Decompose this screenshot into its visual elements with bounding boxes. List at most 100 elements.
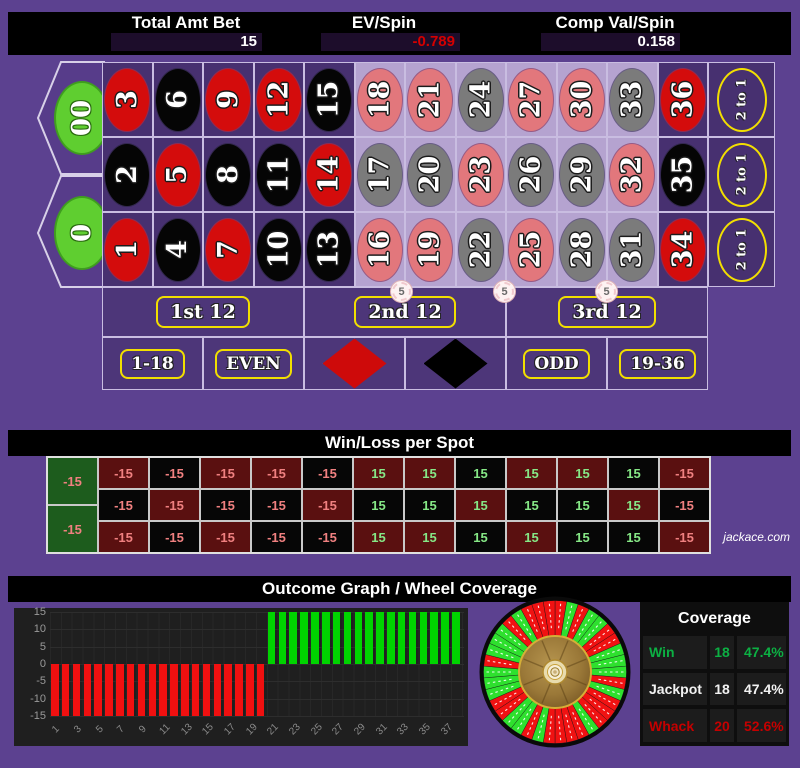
outside-label-box: EVEN: [215, 348, 292, 379]
jackace-link[interactable]: jackace.com: [723, 530, 790, 544]
chip-5[interactable]: 5: [390, 280, 413, 303]
winloss-cell-r1c4: -15: [252, 458, 301, 488]
bet-spot-4[interactable]: 4: [152, 212, 203, 287]
winloss-cell-r1c9: 15: [507, 458, 556, 488]
bet-spot-27[interactable]: 27: [506, 62, 557, 137]
number-label-21: 21: [414, 80, 446, 119]
winloss-cell-r3c3: -15: [201, 522, 250, 552]
bet-spot-6[interactable]: 6: [152, 62, 203, 137]
column-bet-2to1-row3[interactable]: 2 to 1: [708, 212, 775, 287]
bet-spot-13[interactable]: 13: [304, 212, 355, 287]
chip-value: 5: [501, 285, 508, 298]
y-axis-tick--15: -15: [30, 710, 46, 722]
coverage-count-win: 18: [710, 636, 734, 669]
grid-line-y-15: [50, 716, 464, 717]
outside-bet-red-diamond[interactable]: [304, 337, 405, 390]
outside-bet-19-36[interactable]: 19-36: [607, 337, 708, 390]
winloss-cell-r3c2: -15: [150, 522, 199, 552]
number-label-36: 36: [667, 80, 699, 119]
number-oval-26: 26: [508, 142, 555, 207]
number-label-29: 29: [566, 155, 598, 194]
bet-spot-17[interactable]: 17: [354, 137, 405, 212]
bet-spot-9[interactable]: 9: [203, 62, 254, 137]
bet-spot-22[interactable]: 22: [455, 212, 506, 287]
outcome-bar-14: [191, 664, 200, 716]
x-axis-tick-15: 15: [200, 721, 216, 738]
outcome-bar-21: [267, 612, 276, 664]
bet-spot-1[interactable]: 1: [102, 212, 153, 287]
winloss-cell-r3c11: 15: [609, 522, 658, 552]
bet-spot-24[interactable]: 24: [455, 62, 506, 137]
number-oval-14: 14: [306, 142, 353, 207]
chip-5[interactable]: 5: [493, 280, 516, 303]
number-oval-20: 20: [407, 142, 454, 207]
bet-spot-5[interactable]: 5: [152, 137, 203, 212]
outside-bet-odd[interactable]: ODD: [506, 337, 607, 390]
bet-spot-11[interactable]: 11: [253, 137, 304, 212]
chip-value: 5: [398, 285, 405, 298]
stats-bar: Total Amt Bet EV/Spin Comp Val/Spin 15 -…: [8, 12, 791, 55]
winloss-cell-r2c1: -15: [99, 490, 148, 520]
chip-5[interactable]: 5: [595, 280, 618, 303]
outcome-bar-12: [170, 664, 178, 716]
outcome-bar-9: [137, 664, 146, 716]
comp-val-per-spin-label: Comp Val/Spin: [555, 13, 675, 32]
bet-spot-26[interactable]: 26: [506, 137, 557, 212]
bet-spot-31[interactable]: 31: [607, 212, 658, 287]
number-label-32: 32: [616, 155, 648, 194]
outcome-bar-28: [343, 612, 352, 664]
column-bet-2to1-row2[interactable]: 2 to 1: [708, 137, 775, 212]
bet-spot-32[interactable]: 32: [607, 137, 658, 212]
number-oval-28: 28: [558, 217, 605, 282]
bet-spot-7[interactable]: 7: [203, 212, 254, 287]
bet-spot-3[interactable]: 3: [102, 62, 153, 137]
bet-spot-19[interactable]: 19: [405, 212, 456, 287]
x-axis-tick-17: 17: [222, 721, 238, 738]
bet-spot-25[interactable]: 25: [506, 212, 557, 287]
total-amt-bet-label: Total Amt Bet: [131, 13, 241, 32]
winloss-zero-cell-0: -15: [48, 506, 97, 552]
number-oval-3: 3: [104, 67, 151, 132]
bet-spot-20[interactable]: 20: [405, 137, 456, 212]
grid-line-y15: [50, 612, 464, 613]
bet-spot-0[interactable]: 0: [54, 196, 110, 270]
dozen-bet-1[interactable]: 1st 12: [102, 287, 304, 337]
bet-spot-35[interactable]: 35: [657, 137, 708, 212]
column-bet-2to1-row1[interactable]: 2 to 1: [708, 62, 775, 137]
bet-spot-18[interactable]: 18: [354, 62, 405, 137]
outside-bet-black-diamond[interactable]: [405, 337, 506, 390]
bet-spot-15[interactable]: 15: [304, 62, 355, 137]
outside-bet-1-18[interactable]: 1-18: [102, 337, 203, 390]
outcome-bar-26: [322, 612, 330, 664]
bet-spot-29[interactable]: 29: [556, 137, 607, 212]
number-label-22: 22: [465, 230, 497, 269]
bet-spot-2[interactable]: 2: [102, 137, 153, 212]
bet-spot-14[interactable]: 14: [304, 137, 355, 212]
number-oval-25: 25: [508, 217, 555, 282]
number-oval-29: 29: [558, 142, 605, 207]
outside-bet-even[interactable]: EVEN: [203, 337, 304, 390]
bet-spot-30[interactable]: 30: [556, 62, 607, 137]
bet-spot-28[interactable]: 28: [556, 212, 607, 287]
bet-spot-34[interactable]: 34: [657, 212, 708, 287]
winloss-cell-r2c11: 15: [609, 490, 658, 520]
bet-spot-36[interactable]: 36: [657, 62, 708, 137]
bet-spot-16[interactable]: 16: [354, 212, 405, 287]
number-oval-31: 31: [609, 217, 656, 282]
winloss-cell-r2c4: -15: [252, 490, 301, 520]
number-oval-10: 10: [255, 217, 302, 282]
bet-spot-21[interactable]: 21: [405, 62, 456, 137]
bet-spot-10[interactable]: 10: [253, 212, 304, 287]
x-axis-tick-27: 27: [330, 721, 347, 738]
number-label-30: 30: [566, 80, 598, 119]
bet-spot-8[interactable]: 8: [203, 137, 254, 212]
winloss-cell-r3c6: 15: [354, 522, 403, 552]
coverage-rows: Win 18 47.4% Jackpot 18 47.4% Whack 20 52.6%: [643, 636, 786, 742]
number-label-31: 31: [616, 230, 648, 269]
bet-spot-12[interactable]: 12: [253, 62, 304, 137]
number-label-1: 1: [111, 240, 143, 259]
bet-spot-23[interactable]: 23: [455, 137, 506, 212]
bet-spot-33[interactable]: 33: [607, 62, 658, 137]
outcome-bar-36: [430, 612, 438, 664]
x-axis-tick-1: 1: [50, 723, 63, 736]
